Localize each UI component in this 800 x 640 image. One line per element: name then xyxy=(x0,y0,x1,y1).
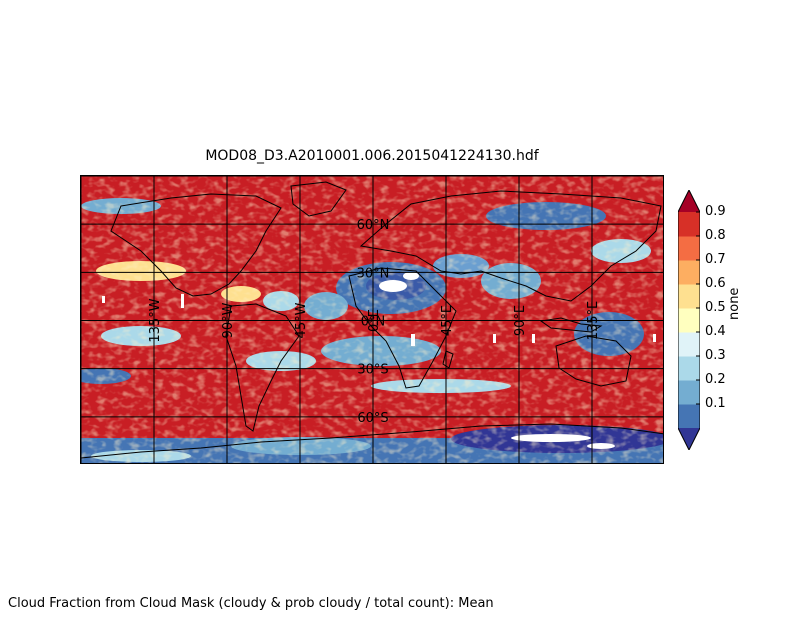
colorbar-tick-label: 0.1 xyxy=(705,396,726,411)
graticule xyxy=(81,176,663,463)
field-caption: Cloud Fraction from Cloud Mask (cloudy &… xyxy=(8,596,494,611)
longitude-label: 45°E xyxy=(440,305,455,336)
map-canvas: 60°N 30°N 0°N 30°S 60°S 135°W 90°W 45°W 0°E 45°E… xyxy=(81,176,663,463)
cloud-fraction-map: 60°N 30°N 0°N 30°S 60°S 135°W 90°W 45°W 0°E 45°E… xyxy=(80,175,664,464)
colorbar-swatch xyxy=(678,212,700,237)
colorbar-tick-label: 0.2 xyxy=(705,372,726,387)
colorbar-tick-label: 0.3 xyxy=(705,348,726,363)
latitude-label: 60°N xyxy=(357,218,390,233)
colorbar-ticks xyxy=(696,211,700,405)
longitude-label: 135°W xyxy=(148,298,163,342)
colorbar-tick-label: 0.5 xyxy=(705,300,726,315)
longitude-label: 45°W xyxy=(294,302,309,338)
colorbar-tick-label: 0.7 xyxy=(705,252,726,267)
latitude-labels: 60°N 30°N 0°N 30°S 60°S xyxy=(357,218,390,426)
colorbar-unit-label: none xyxy=(727,287,742,320)
longitude-labels: 135°W 90°W 45°W 0°E 45°E 90°E 135°E xyxy=(148,298,601,342)
colorbar-tick-label: 0.8 xyxy=(705,228,726,243)
colorbar-min-extension xyxy=(678,428,700,450)
colorbar-tick-label: 0.9 xyxy=(705,204,726,219)
colorbar-swatches xyxy=(678,190,700,450)
colorbar-swatch xyxy=(678,236,700,261)
latitude-label: 30°S xyxy=(357,363,388,378)
colorbar-swatch xyxy=(678,356,700,381)
map-title: MOD08_D3.A2010001.006.2015041224130.hdf xyxy=(205,148,539,164)
colorbar-tick-label: 0.4 xyxy=(705,324,726,339)
latitude-label: 60°S xyxy=(357,411,388,426)
colorbar-swatch xyxy=(678,380,700,405)
colorbar-swatch xyxy=(678,284,700,309)
missing-data-patches xyxy=(102,272,656,449)
colorbar-swatch xyxy=(678,404,700,429)
longitude-label: 135°E xyxy=(586,301,601,341)
colorbar xyxy=(678,190,700,450)
longitude-label: 90°E xyxy=(513,305,528,336)
latitude-label: 0°N xyxy=(361,315,386,330)
colorbar-max-extension xyxy=(678,190,700,212)
colorbar-swatch xyxy=(678,260,700,285)
longitude-label: 0°E xyxy=(367,309,382,332)
colorbar-tick-label: 0.6 xyxy=(705,276,726,291)
colorbar-swatch xyxy=(678,308,700,333)
colorbar-swatch xyxy=(678,332,700,357)
latitude-label: 30°N xyxy=(357,266,390,281)
longitude-label: 90°W xyxy=(221,302,236,338)
